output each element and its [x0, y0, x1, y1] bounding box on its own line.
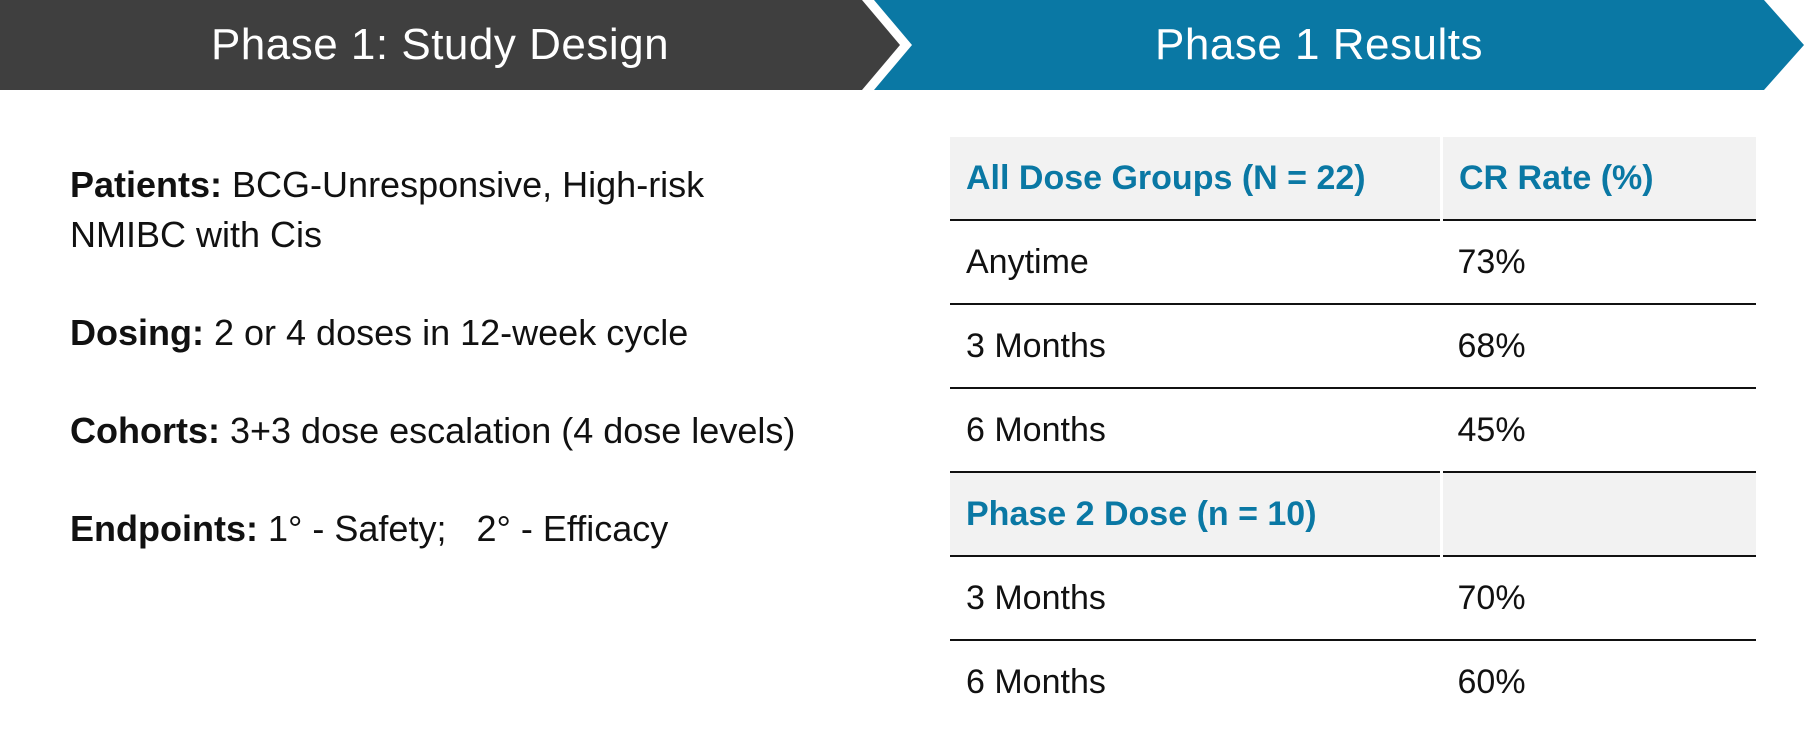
banner-results: Phase 1 Results — [874, 0, 1804, 90]
design-label: Dosing: — [70, 312, 204, 353]
banner-study-design: Phase 1: Study Design — [0, 0, 900, 90]
header-group: All Dose Groups (N = 22) — [950, 137, 1443, 221]
table-row: 6 Months 45% — [950, 388, 1756, 473]
row-label: Anytime — [950, 220, 1442, 305]
row-value: 60% — [1457, 662, 1526, 701]
table-row: 3 Months 68% — [950, 304, 1756, 389]
row-value: 68% — [1441, 304, 1756, 389]
table-row: 3 Months 70% — [950, 556, 1756, 641]
design-text: BCG-Unresponsive, High-risk NMIBC with C… — [70, 164, 705, 255]
header-metric: CR Rate (%) — [1441, 137, 1756, 221]
banner-results-title: Phase 1 Results — [1155, 20, 1483, 69]
header-metric — [1441, 472, 1756, 557]
design-item-patients: Patients: BCG-Unresponsive, High-risk NM… — [70, 160, 830, 260]
design-text: 2 or 4 doses in 12-week cycle — [203, 312, 689, 353]
design-label: Patients: — [70, 164, 223, 205]
banner-study-design-title: Phase 1: Study Design — [210, 20, 670, 69]
row-label: 6 Months — [950, 388, 1442, 473]
row-label: 6 Months — [966, 662, 1106, 701]
row-value: 73% — [1441, 220, 1756, 305]
table-subheader-row: Phase 2 Dose (n = 10) — [950, 472, 1756, 557]
design-text: 1° - Safety; 2° - Efficacy — [257, 508, 669, 549]
study-design-list: Patients: BCG-Unresponsive, High-risk NM… — [70, 160, 830, 602]
table-header-row: All Dose Groups (N = 22) CR Rate (%) — [950, 137, 1756, 221]
row-value: 45% — [1441, 388, 1756, 473]
design-item-dosing: Dosing: 2 or 4 doses in 12-week cycle — [70, 308, 830, 358]
table-row: Anytime 73% — [950, 220, 1756, 305]
row-value: 70% — [1441, 556, 1756, 641]
header-group: Phase 2 Dose (n = 10) — [950, 472, 1443, 557]
design-label: Endpoints: — [70, 508, 258, 549]
design-label: Cohorts: — [70, 410, 220, 451]
row-label: 3 Months — [950, 304, 1442, 389]
results-table: All Dose Groups (N = 22) CR Rate (%) Any… — [950, 137, 1756, 723]
design-item-cohorts: Cohorts: 3+3 dose escalation (4 dose lev… — [70, 406, 830, 456]
design-item-endpoints: Endpoints: 1° - Safety; 2° - Efficacy — [70, 504, 830, 554]
table-row: 6 Months 60% — [950, 640, 1756, 723]
design-text: 3+3 dose escalation (4 dose levels) — [219, 410, 796, 451]
row-label: 3 Months — [950, 556, 1442, 641]
